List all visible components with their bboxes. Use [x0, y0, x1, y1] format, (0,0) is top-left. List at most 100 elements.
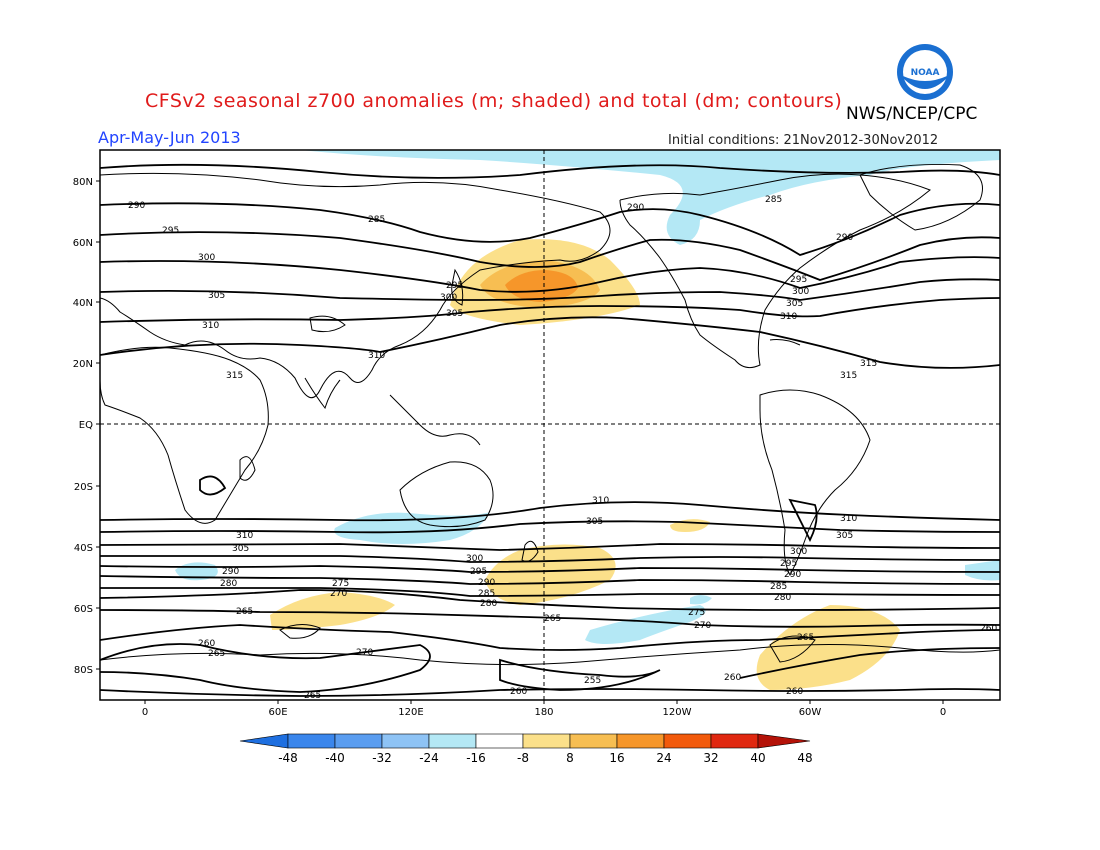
contour-label: 280	[220, 579, 237, 589]
contour-label: 270	[694, 621, 711, 631]
contour-label: 260	[786, 687, 803, 697]
colorbar-label: -8	[517, 751, 529, 765]
noaa-logo-icon: NOAA	[897, 44, 953, 100]
contour-label: 315	[840, 371, 857, 381]
contour-label: 265	[797, 633, 814, 643]
contour-label: 295	[446, 281, 463, 291]
colorbar-cell	[475, 733, 524, 749]
lon-label: 60W	[799, 707, 822, 718]
contour-label: 295	[470, 567, 487, 577]
contour-label: 275	[688, 608, 705, 618]
contour-label: 300	[466, 554, 483, 564]
contour-label: 305	[446, 309, 463, 319]
contour-label: 285	[765, 195, 782, 205]
contour-label: 270	[356, 648, 373, 658]
contour-label: 265	[208, 649, 225, 659]
contour-label: 315	[860, 359, 877, 369]
contour-label: 285	[478, 589, 495, 599]
contour-label: 310	[236, 531, 253, 541]
colorbar-label: -48	[278, 751, 298, 765]
contour-label: 260	[980, 624, 997, 634]
contour-label: 285	[770, 582, 787, 592]
contour-label: 265	[236, 607, 253, 617]
colorbar-label: 32	[703, 751, 718, 765]
contour-label: 300	[198, 253, 215, 263]
contour-label: 305	[232, 544, 249, 554]
contour-label: 270	[330, 589, 347, 599]
lat-label: 60S	[74, 604, 93, 615]
contour-label: 260	[198, 639, 215, 649]
contour-label: 290	[836, 233, 853, 243]
contour-label: 280	[774, 593, 791, 603]
contour-label: 295	[780, 559, 797, 569]
colorbar-cell	[616, 733, 665, 749]
contour-label: 305	[786, 299, 803, 309]
axis-ticks	[96, 180, 944, 704]
longitude-labels: 0 60E 120E 180 120W 60W 0	[142, 707, 946, 718]
map-frame	[99, 149, 1001, 701]
colorbar-cell	[522, 733, 571, 749]
contour-label: 265	[544, 614, 561, 624]
contour-label: 295	[162, 226, 179, 236]
colorbar-cell	[287, 733, 336, 749]
colorbar-cell	[239, 733, 289, 749]
latitude-labels: 80N 60N 40N 20N EQ 20S 40S 60S 80S	[73, 177, 93, 676]
contour-label: 310	[840, 514, 857, 524]
contour-label: 310	[780, 312, 797, 322]
forecast-period: Apr-May-Jun 2013	[98, 128, 241, 147]
colorbar-cell	[334, 733, 383, 749]
lat-label: 40N	[73, 298, 93, 309]
colorbar-label: 8	[566, 751, 574, 765]
colorbar-cell	[569, 733, 618, 749]
noaa-logo-text: NOAA	[911, 68, 940, 78]
height-contours	[100, 163, 1000, 697]
contour-label: 300	[440, 293, 457, 303]
contour-label: 305	[836, 531, 853, 541]
contour-label: 265	[304, 691, 321, 701]
agency-label: NWS/NCEP/CPC	[846, 104, 978, 124]
lon-label: 0	[940, 707, 946, 718]
contour-label: 280	[480, 599, 497, 609]
contour-label: 310	[368, 351, 385, 361]
lon-label: 120E	[398, 707, 423, 718]
colorbar-label: 48	[797, 751, 812, 765]
lon-label: 0	[142, 707, 148, 718]
lat-label: EQ	[79, 420, 93, 431]
lon-label: 60E	[268, 707, 287, 718]
contour-label: 275	[332, 579, 349, 589]
colorbar-cell	[428, 733, 477, 749]
contour-label: 305	[586, 517, 603, 527]
contour-label: 290	[478, 578, 495, 588]
contour-label: 315	[226, 371, 243, 381]
contour-labels: 290 285 295 300 305 310 315 290 285 290 …	[128, 195, 997, 701]
lat-label: 80N	[73, 177, 93, 188]
contour-label: 260	[510, 687, 527, 697]
contour-label: 255	[584, 676, 601, 686]
colorbar-cell	[663, 733, 712, 749]
lat-label: 60N	[73, 238, 93, 249]
colorbar-label: 40	[750, 751, 765, 765]
contour-label: 260	[724, 673, 741, 683]
contour-label: 300	[790, 547, 807, 557]
lat-label: 20S	[74, 482, 93, 493]
colorbar-label: 24	[656, 751, 671, 765]
colorbar-label: -32	[372, 751, 392, 765]
colorbar-label: -24	[419, 751, 439, 765]
colorbar-label: -40	[325, 751, 345, 765]
contour-label: 290	[627, 203, 644, 213]
lat-label: 80S	[74, 665, 93, 676]
lat-label: 20N	[73, 359, 93, 370]
lat-label: 40S	[74, 543, 93, 554]
contour-label: 290	[128, 201, 145, 211]
contour-label: 300	[792, 287, 809, 297]
colorbar: -48 -40 -32 -24 -16 -8 8 16 24 32 40 48	[239, 733, 813, 765]
initial-conditions: Initial conditions: 21Nov2012-30Nov2012	[668, 133, 939, 148]
colorbar-label: 16	[609, 751, 624, 765]
contour-label: 290	[784, 570, 801, 580]
contour-label: 285	[368, 215, 385, 225]
contour-label: 305	[208, 291, 225, 301]
lon-label: 120W	[663, 707, 692, 718]
colorbar-cell	[710, 733, 759, 749]
contour-label: 310	[202, 321, 219, 331]
